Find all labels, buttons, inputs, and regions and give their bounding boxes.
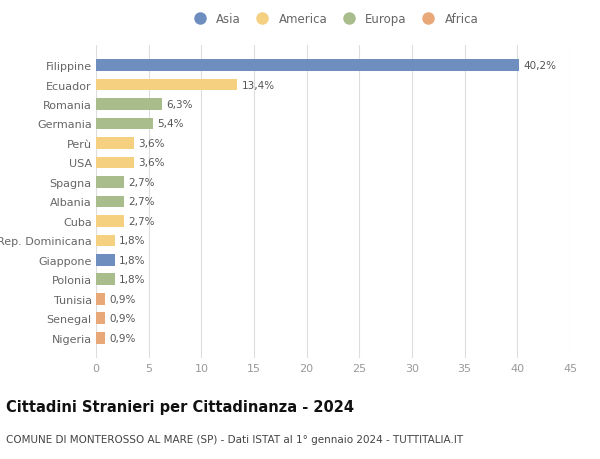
- Text: 1,8%: 1,8%: [119, 236, 146, 246]
- Legend: Asia, America, Europa, Africa: Asia, America, Europa, Africa: [183, 8, 483, 30]
- Bar: [96, 235, 115, 246]
- Bar: [96, 196, 124, 208]
- Text: 0,9%: 0,9%: [110, 294, 136, 304]
- Bar: [96, 138, 134, 150]
- Bar: [96, 118, 153, 130]
- Bar: [96, 332, 106, 344]
- Bar: [96, 79, 237, 91]
- Text: 2,7%: 2,7%: [128, 197, 155, 207]
- Text: 0,9%: 0,9%: [110, 313, 136, 324]
- Text: 2,7%: 2,7%: [128, 178, 155, 188]
- Text: Cittadini Stranieri per Cittadinanza - 2024: Cittadini Stranieri per Cittadinanza - 2…: [6, 399, 354, 414]
- Bar: [96, 254, 115, 266]
- Bar: [96, 157, 134, 169]
- Bar: [96, 99, 163, 111]
- Bar: [96, 274, 115, 285]
- Text: 3,6%: 3,6%: [138, 158, 164, 168]
- Bar: [96, 177, 124, 188]
- Text: COMUNE DI MONTEROSSO AL MARE (SP) - Dati ISTAT al 1° gennaio 2024 - TUTTITALIA.I: COMUNE DI MONTEROSSO AL MARE (SP) - Dati…: [6, 434, 463, 444]
- Text: 1,8%: 1,8%: [119, 274, 146, 285]
- Text: 6,3%: 6,3%: [167, 100, 193, 110]
- Text: 2,7%: 2,7%: [128, 216, 155, 226]
- Text: 13,4%: 13,4%: [241, 80, 274, 90]
- Bar: [96, 313, 106, 325]
- Bar: [96, 216, 124, 227]
- Text: 0,9%: 0,9%: [110, 333, 136, 343]
- Bar: [96, 60, 520, 72]
- Bar: [96, 293, 106, 305]
- Text: 1,8%: 1,8%: [119, 255, 146, 265]
- Text: 40,2%: 40,2%: [524, 61, 557, 71]
- Text: 3,6%: 3,6%: [138, 139, 164, 149]
- Text: 5,4%: 5,4%: [157, 119, 184, 129]
